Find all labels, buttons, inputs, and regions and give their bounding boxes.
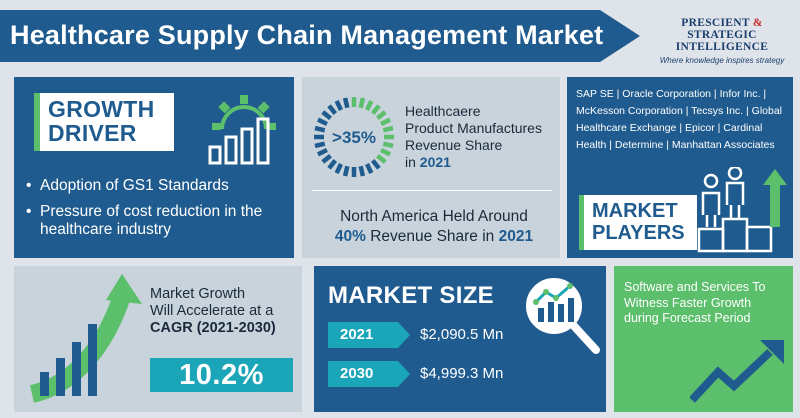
share-line4-prefix: in [405, 154, 416, 170]
ring-segment [380, 147, 392, 157]
market-players-label-line1: MARKET [592, 200, 678, 222]
growth-driver-list: Adoption of GS1 Standards Pressure of co… [26, 177, 291, 247]
ring-segment [376, 110, 387, 121]
ring-segment [334, 163, 344, 175]
logo-word-prescient: PRESCIENT [681, 17, 750, 29]
ring-segment [314, 141, 326, 149]
ring-segment [342, 97, 350, 109]
ring-segment [342, 165, 350, 177]
growth-bars-arrow-icon [29, 274, 142, 403]
cagr-line1: Market Growth [150, 286, 246, 302]
growth-driver-label-line1: GROWTH [48, 96, 155, 122]
list-item: Adoption of GS1 Standards [26, 177, 291, 195]
magnifier-chart-icon [526, 278, 600, 354]
ring-segment [370, 104, 381, 115]
ring-segment [327, 159, 338, 170]
trend-arrow-icon [690, 340, 784, 403]
page-title: Healthcare Supply Chain Management Marke… [10, 20, 604, 50]
cagr-line3: CAGR (2021-2030) [150, 320, 276, 336]
share-line1: Healthcaere [405, 103, 481, 119]
market-size-row: 2030 $4,999.3 Mn [328, 361, 538, 387]
market-players-label: MARKET PLAYERS [579, 195, 697, 250]
ring-segment [334, 99, 344, 111]
company-logo: PRESCIENT & STRATEGIC INTELLIGENCE Where… [652, 17, 792, 65]
market-size-title: MARKET SIZE [328, 282, 494, 309]
cagr-value: 10.2% [150, 358, 293, 392]
logo-ampersand: & [752, 17, 763, 29]
divider [312, 190, 552, 191]
na-percent: 40% [334, 228, 366, 245]
ring-segment [380, 117, 392, 127]
software-panel: Software and Services To Witness Faster … [614, 266, 793, 412]
growth-driver-panel: GROWTH DRIVER Adoption of GS1 Standa [14, 77, 294, 258]
ring-segment [382, 125, 394, 133]
cagr-description: Market Growth Will Accelerate at a CAGR … [150, 286, 276, 337]
list-item: Pressure of cost reduction in the health… [26, 203, 291, 239]
market-players-panel: SAP SE | Oracle Corporation | Infor Inc.… [567, 77, 793, 258]
na-line1: North America Held Around [340, 208, 528, 225]
ring-segment [370, 159, 381, 170]
ring-segment [321, 153, 332, 164]
market-size-value: $2,090.5 Mn [420, 326, 504, 343]
logo-tagline: Where knowledge inspires strategy [659, 56, 785, 65]
ring-segment [314, 125, 326, 133]
logo-word-strategic: STRATEGIC [687, 29, 757, 41]
ring-segment [382, 141, 394, 149]
players-list: SAP SE | Oracle Corporation | Infor Inc.… [576, 88, 783, 151]
market-players-label-line2: PLAYERS [592, 222, 685, 244]
ring-segment [358, 165, 366, 177]
growth-driver-label: GROWTH DRIVER [34, 93, 174, 151]
gear-chart-icon [208, 95, 276, 165]
ring-segment [316, 147, 328, 157]
cagr-panel: Market Growth Will Accelerate at a CAGR … [14, 266, 302, 412]
software-text: Software and Services To Witness Faster … [624, 280, 766, 325]
share-year: 2021 [419, 154, 451, 170]
revenue-share-panel: >35% Healthcaere Product Manufactures Re… [302, 77, 560, 258]
north-america-text: North America Held Around 40% Revenue Sh… [314, 207, 554, 247]
ring-segment [364, 99, 374, 111]
na-mid: Revenue Share in [370, 228, 495, 245]
market-size-value: $4,999.3 Mn [420, 365, 504, 382]
market-size-panel: MARKET SIZE 2021 $2,090.5 Mn 2030 $4,999… [314, 266, 606, 412]
share-line2: Product Manufactures [405, 120, 542, 136]
cagr-line2: Will Accelerate at a [150, 303, 274, 319]
ring-segment [364, 163, 374, 175]
ring-segment [376, 153, 387, 164]
ring-value: >35% [332, 128, 376, 147]
market-size-year: 2030 [328, 361, 410, 387]
share-description: Healthcaere Product Manufactures Revenue… [405, 103, 542, 171]
ring-segment [316, 117, 328, 127]
ring-segment [358, 97, 366, 109]
market-size-year: 2021 [328, 322, 410, 348]
share-line3: Revenue Share [405, 137, 503, 153]
ring-segment [321, 110, 332, 121]
donut-ring-icon: >35% [314, 97, 394, 177]
podium-people-icon [697, 167, 787, 253]
ring-segment [327, 104, 338, 115]
logo-word-intelligence: INTELLIGENCE [675, 41, 769, 53]
title-banner: Healthcare Supply Chain Management Marke… [0, 10, 640, 62]
market-size-row: 2021 $2,090.5 Mn [328, 322, 528, 348]
growth-driver-label-line2: DRIVER [48, 120, 137, 146]
na-year: 2021 [498, 228, 534, 245]
